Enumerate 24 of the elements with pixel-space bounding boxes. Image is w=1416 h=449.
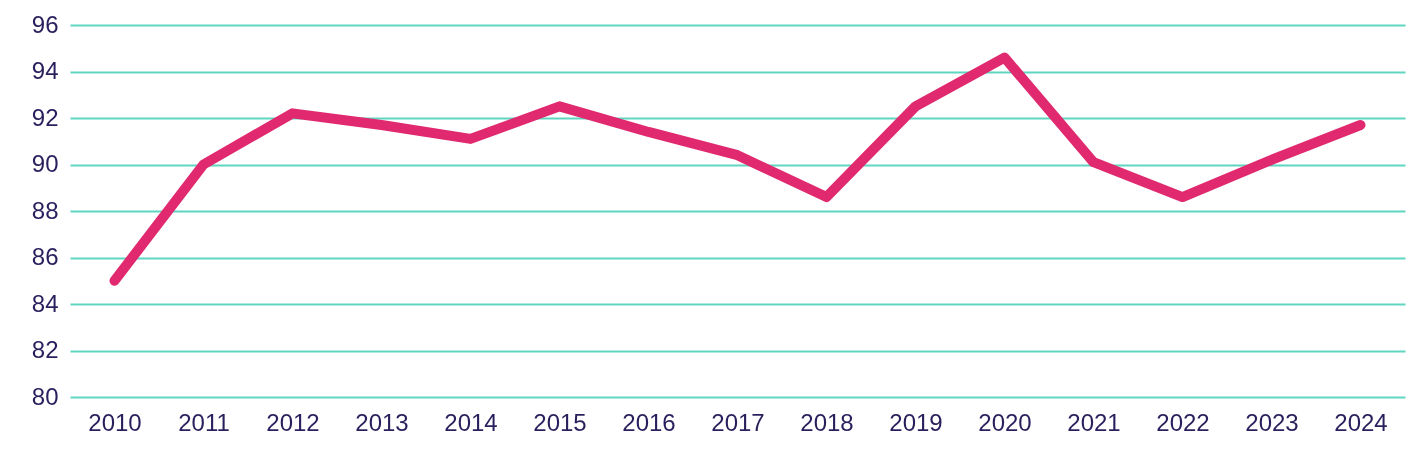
x-tick-label: 2020 xyxy=(978,408,1032,436)
x-tick-label: 2012 xyxy=(266,408,320,436)
y-tick-label: 82 xyxy=(31,336,59,363)
y-tick-label: 96 xyxy=(31,10,59,38)
x-tick-label: 2013 xyxy=(355,408,409,436)
y-tick-label: 84 xyxy=(31,289,59,317)
x-tick-label: 2010 xyxy=(88,408,142,436)
x-tick-label: 2016 xyxy=(622,408,676,436)
y-tick-label: 86 xyxy=(31,243,59,270)
y-tick-label: 90 xyxy=(31,150,59,177)
x-tick-label: 2014 xyxy=(444,408,498,436)
x-tick-label: 2018 xyxy=(800,408,854,436)
x-tick-label: 2022 xyxy=(1156,408,1210,436)
y-tick-label: 80 xyxy=(31,382,59,410)
x-tick-label: 2024 xyxy=(1334,408,1388,436)
x-tick-label: 2011 xyxy=(178,408,230,436)
y-tick-label: 88 xyxy=(31,196,59,224)
x-tick-label: 2019 xyxy=(889,408,943,436)
y-tick-label: 92 xyxy=(31,103,59,131)
x-tick-label: 2017 xyxy=(711,408,765,436)
y-tick-label: 94 xyxy=(31,57,59,84)
x-tick-label: 2023 xyxy=(1245,408,1299,436)
x-tick-label: 2021 xyxy=(1067,408,1121,436)
x-tick-label: 2015 xyxy=(533,408,587,436)
